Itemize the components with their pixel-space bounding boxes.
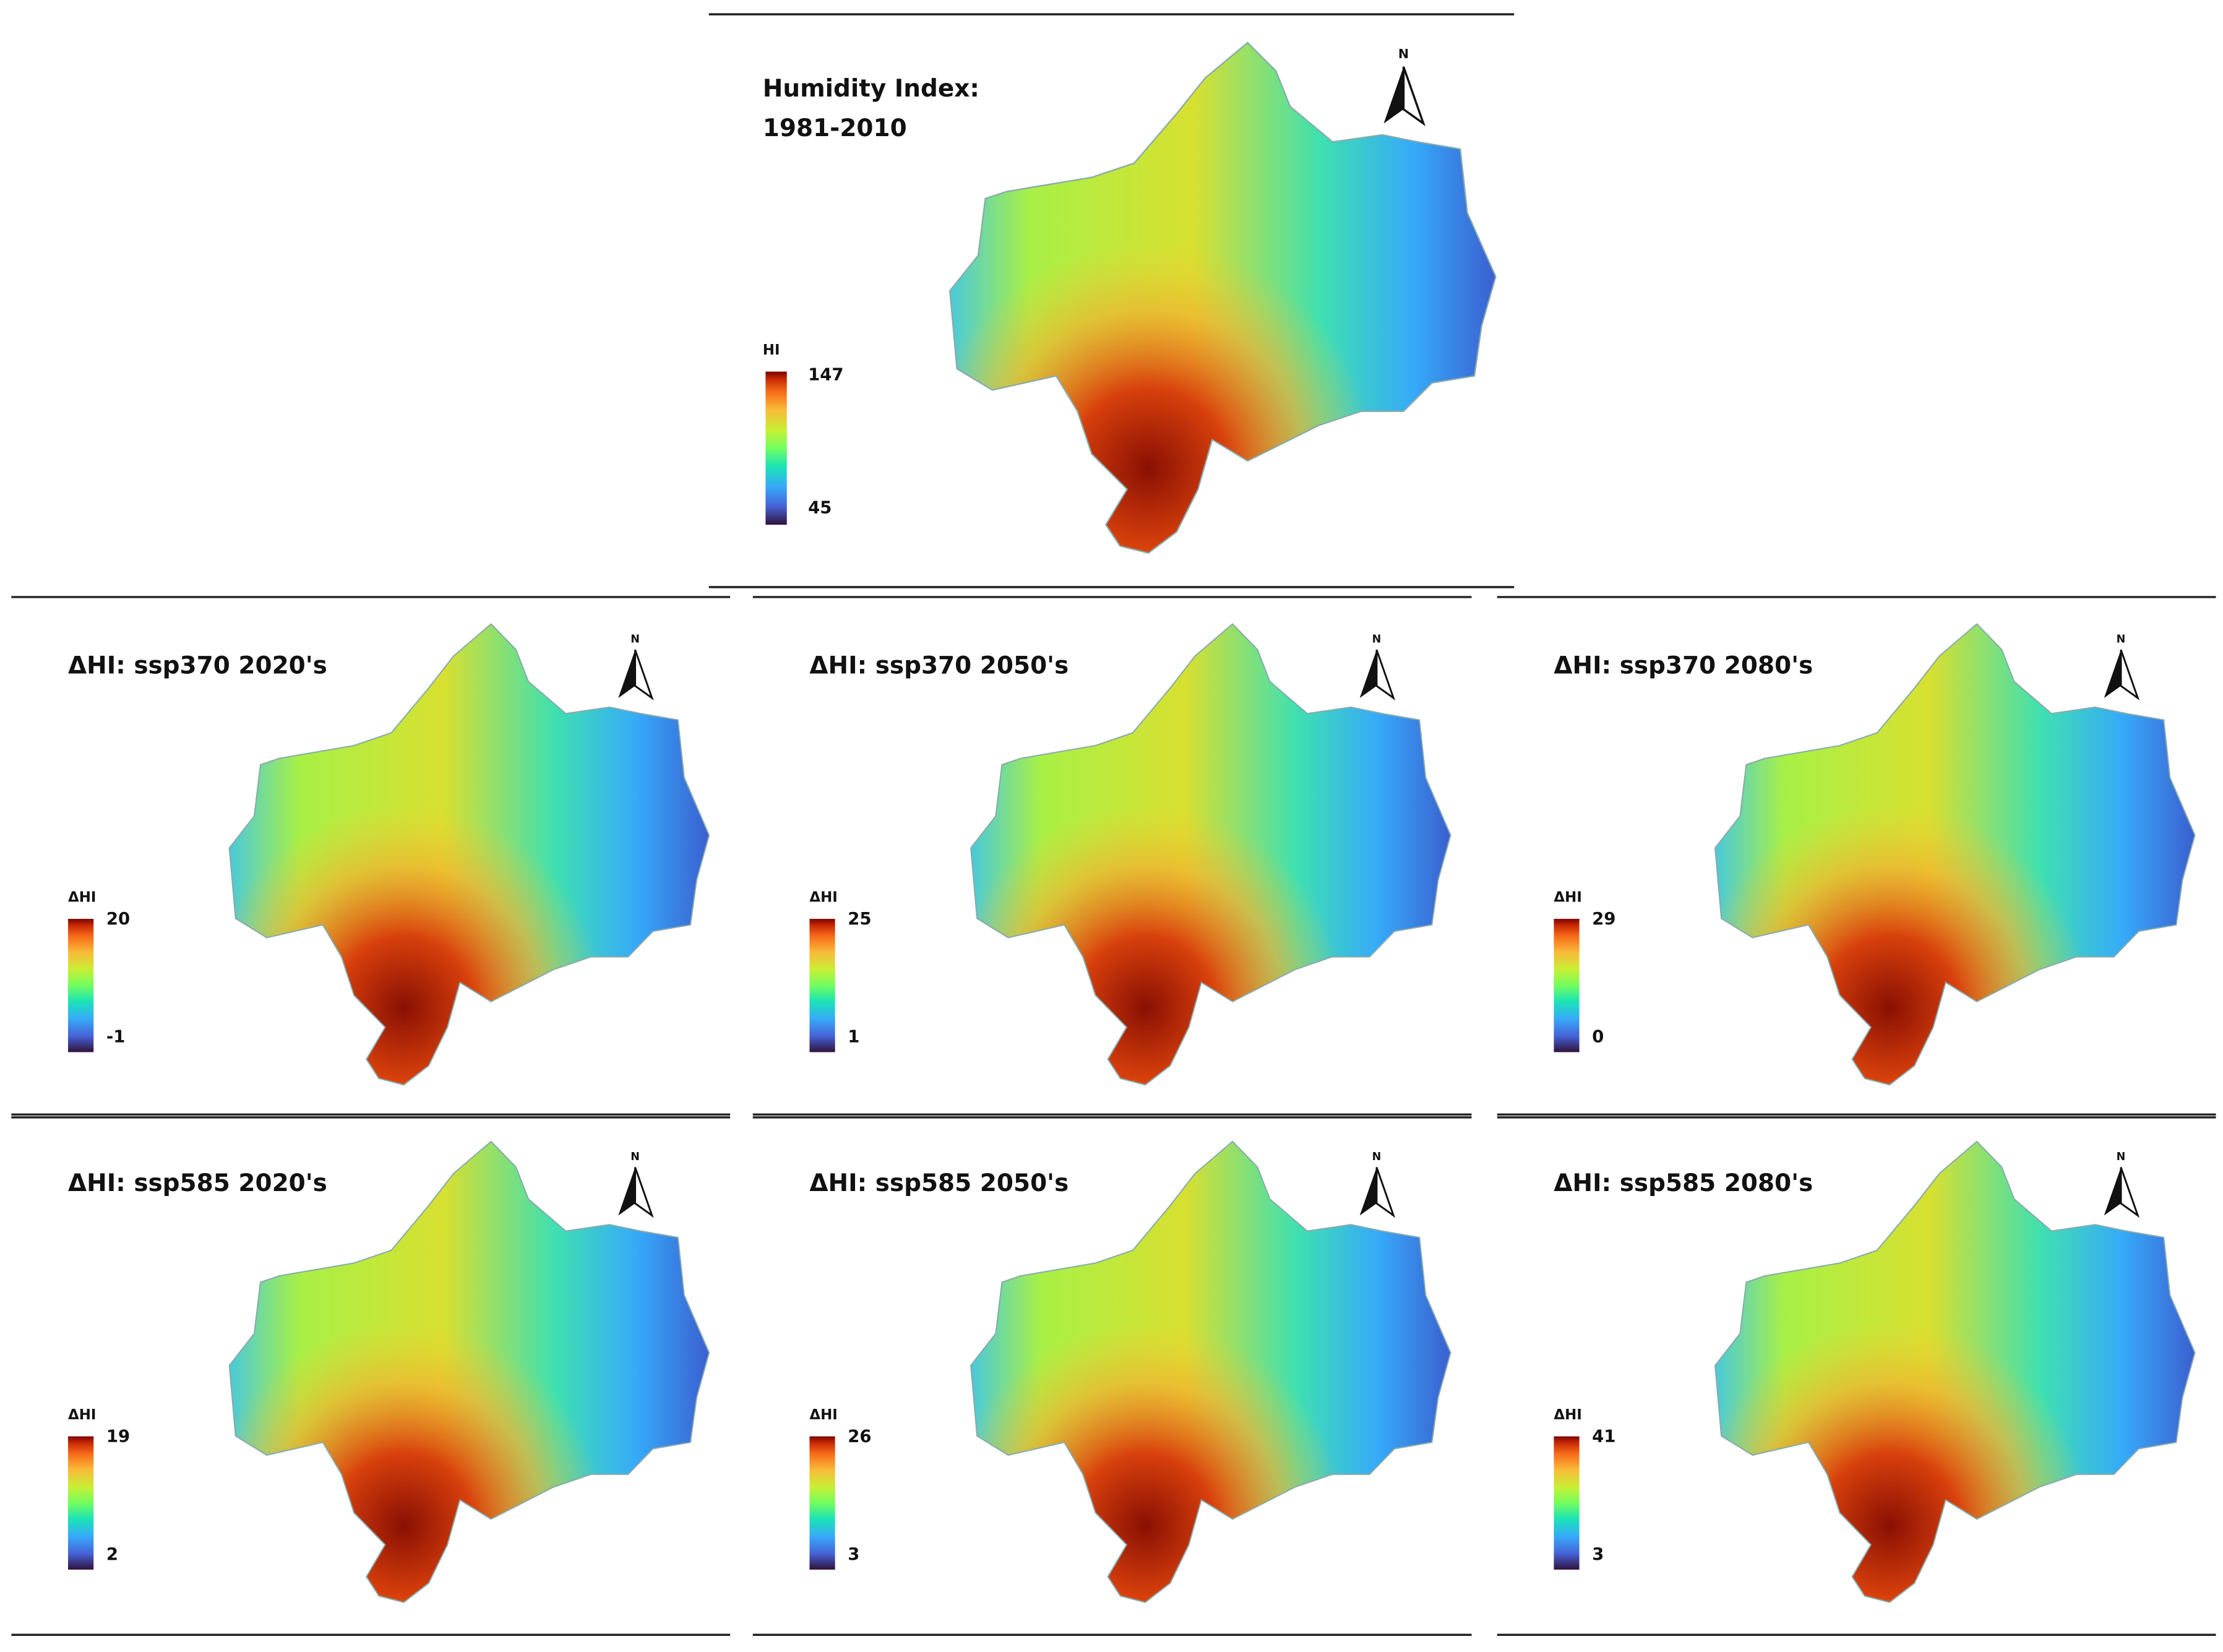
arrow-right <box>1375 1167 1396 1218</box>
north-label: N <box>1372 1151 1382 1163</box>
legend-title: ΔHI <box>1554 890 1581 906</box>
north-arrow: N <box>618 633 654 700</box>
panel-title: ΔHI: ssp585 2020's <box>68 1169 327 1197</box>
arrow-left <box>1383 66 1404 124</box>
legend-min: -1 <box>106 1026 126 1046</box>
legend-title: ΔHI <box>809 1407 837 1423</box>
legend-title: ΔHI <box>68 1407 96 1423</box>
legend-max: 25 <box>848 909 871 929</box>
north-label: N <box>630 1151 640 1163</box>
arrow-left <box>618 650 635 699</box>
arrow-right <box>1375 649 1396 700</box>
legend-title: ΔHI <box>68 890 96 906</box>
legend-min: 45 <box>808 498 832 518</box>
colorbar <box>1554 1436 1580 1570</box>
legend-min: 2 <box>106 1544 118 1564</box>
legend-max: 20 <box>106 909 130 929</box>
north-arrow: N <box>1359 1151 1396 1218</box>
legend-max: 29 <box>1592 909 1615 929</box>
arrow-right <box>2120 649 2140 700</box>
colorbar <box>1554 919 1580 1052</box>
legend-max: 147 <box>808 364 843 384</box>
colorbar <box>765 371 787 525</box>
north-label: N <box>1372 633 1382 645</box>
north-label: N <box>2117 633 2126 645</box>
legend-min: 3 <box>1592 1544 1604 1564</box>
north-label: N <box>1398 46 1409 61</box>
legend-min: 1 <box>848 1026 859 1046</box>
north-arrow: N <box>2104 1151 2140 1218</box>
panel-title: ΔHI: ssp370 2080's <box>1554 652 1813 680</box>
arrow-right <box>1402 66 1426 127</box>
arrow-right <box>2120 1167 2140 1218</box>
legend-min: 3 <box>848 1544 859 1564</box>
legend-max: 26 <box>848 1427 871 1447</box>
north-arrow: N <box>1359 633 1396 700</box>
arrow-right <box>634 649 654 700</box>
north-label: N <box>630 633 640 645</box>
panel-subtitle: 1981-2010 <box>763 114 907 142</box>
panel-title: Humidity Index: <box>763 75 979 103</box>
arrow-left <box>2104 650 2122 699</box>
colorbar <box>809 1436 835 1570</box>
panel-title: ΔHI: ssp370 2020's <box>68 652 327 680</box>
colorbar <box>809 919 835 1052</box>
arrow-left <box>618 1167 635 1216</box>
legend-min: 0 <box>1592 1026 1604 1046</box>
arrow-left <box>2104 1167 2122 1216</box>
north-arrow: N <box>618 1151 654 1218</box>
legend-max: 41 <box>1592 1427 1615 1447</box>
panel-title: ΔHI: ssp585 2080's <box>1554 1169 1813 1197</box>
north-label: N <box>2117 1151 2126 1163</box>
legend-title: ΔHI <box>1554 1407 1581 1423</box>
panel-title: ΔHI: ssp585 2050's <box>809 1169 1069 1197</box>
panel-title: ΔHI: ssp370 2050's <box>809 652 1069 680</box>
colorbar <box>67 1436 94 1570</box>
legend-title: HI <box>763 342 780 358</box>
arrow-left <box>1359 650 1377 699</box>
north-arrow: N <box>2104 633 2140 700</box>
arrow-left <box>1359 1167 1377 1216</box>
colorbar <box>67 919 94 1052</box>
north-arrow: N <box>1383 46 1426 127</box>
arrow-right <box>634 1167 654 1218</box>
legend-title: ΔHI <box>809 890 837 906</box>
legend-max: 19 <box>106 1427 130 1447</box>
